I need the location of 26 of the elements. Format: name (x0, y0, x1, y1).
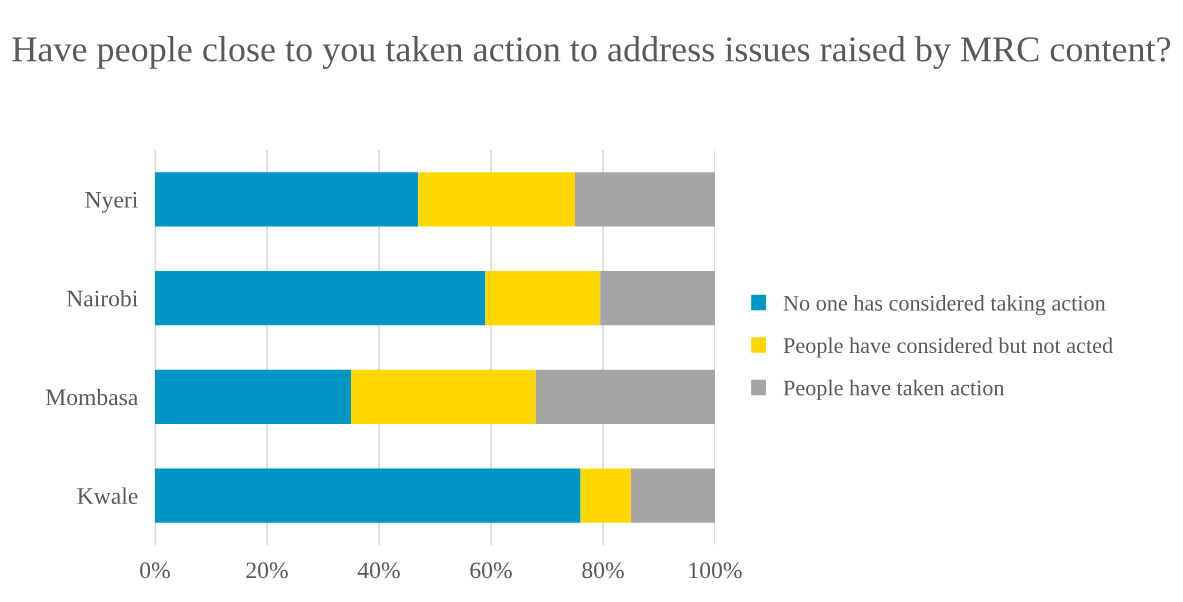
x-tick-label: 0% (140, 562, 170, 579)
y-tick-label: Nairobi (66, 289, 138, 307)
y-tick-label: Mombasa (45, 388, 139, 406)
legend-label: No one has considered taking action (783, 295, 1106, 316)
bar (580, 468, 631, 523)
x-tick-label: 40% (357, 562, 400, 579)
bar (155, 369, 351, 425)
x-tick-label: 100% (689, 562, 742, 579)
legend-label: People have taken action (783, 379, 1005, 400)
bar (535, 369, 715, 425)
x-tick-label: 60% (470, 562, 512, 579)
x-tick-label: 20% (246, 562, 288, 579)
bar (600, 270, 715, 326)
y-tick-label: Kwale (77, 487, 138, 505)
x-tick-label: 80% (582, 562, 624, 579)
bar (155, 468, 581, 523)
legend-label: People have considered but not acted (783, 337, 1113, 358)
bar (418, 172, 575, 227)
bar (485, 270, 601, 326)
bar (155, 172, 419, 227)
bar (351, 369, 536, 425)
bar (631, 468, 715, 523)
bar (575, 172, 715, 227)
y-tick-label: Nyeri (85, 191, 138, 213)
bar (155, 270, 486, 326)
chart-title: Have people close to you taken action to address issues raised by MRC content? (12, 36, 1171, 69)
